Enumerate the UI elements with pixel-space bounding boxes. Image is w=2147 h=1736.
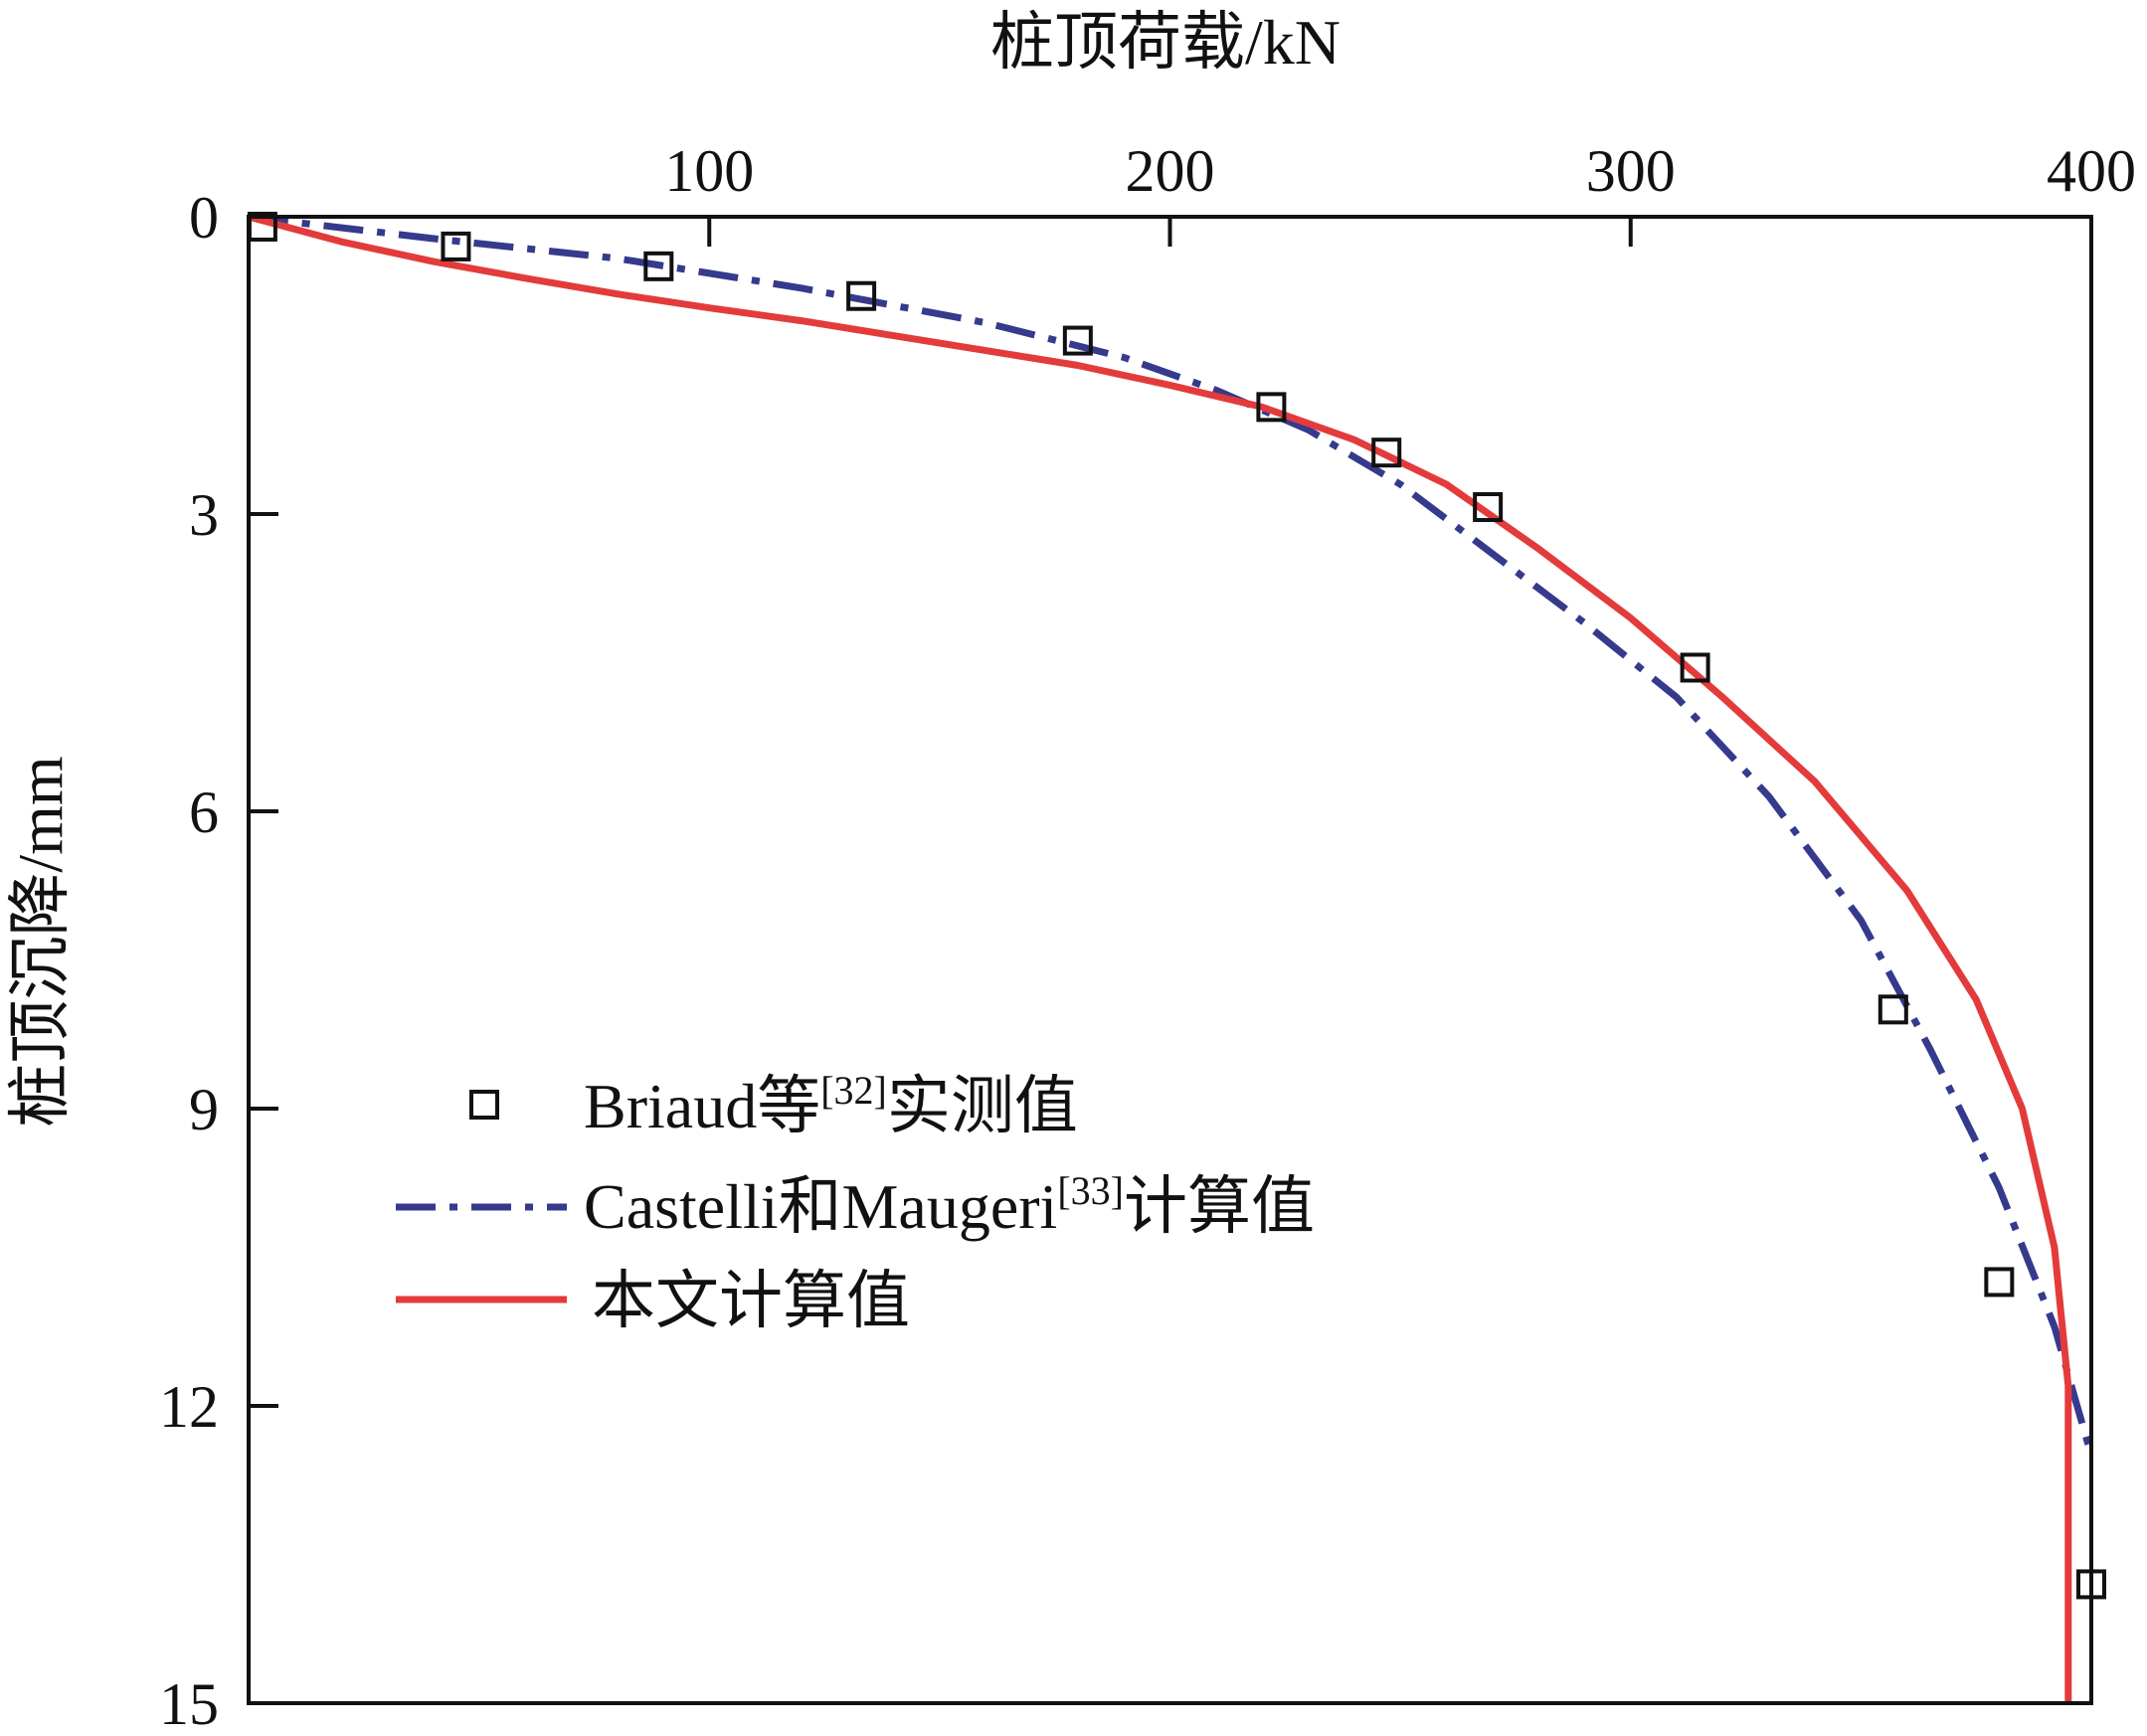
data-point-marker xyxy=(1256,392,1287,423)
legend-marker-measured xyxy=(469,1090,499,1120)
legend-label-measured: Briaud等[32]实测值 xyxy=(584,1068,1078,1141)
y-tick-label: 12 xyxy=(159,1374,219,1440)
data-point-marker xyxy=(1680,652,1710,683)
y-tick-label: 0 xyxy=(189,185,219,251)
legend-suffix: 实测值 xyxy=(887,1071,1078,1141)
data-point-marker xyxy=(1062,325,1093,356)
data-curves xyxy=(248,213,2095,1703)
data-point-marker xyxy=(846,280,877,311)
series-line-1 xyxy=(248,213,2095,1457)
plot-frame xyxy=(247,215,2093,1705)
y-tick-label: 9 xyxy=(189,1077,219,1142)
axis-ticks xyxy=(249,217,2093,1408)
data-point-marker xyxy=(643,251,674,281)
data-point-marker xyxy=(441,231,471,261)
x-tick-label: 100 xyxy=(664,138,754,204)
data-point-marker xyxy=(1878,994,1908,1025)
x-tick-label: 200 xyxy=(1126,138,1215,204)
legend-suffix: 计算值 xyxy=(1124,1171,1315,1242)
legend-ref: [32] xyxy=(820,1068,887,1113)
legend-label-castelli: Castelli和Maugeri[33]计算值 xyxy=(584,1168,1315,1242)
data-markers xyxy=(247,211,2106,1600)
y-tick-label: 3 xyxy=(189,482,219,548)
data-point-marker xyxy=(1371,437,1402,468)
data-point-marker xyxy=(1984,1267,2015,1298)
x-tick-label: 300 xyxy=(1586,138,1676,204)
legend-label-present: 本文计算值 xyxy=(592,1266,910,1336)
x-axis-title: 桩顶荷载/kN xyxy=(990,7,1341,78)
y-axis-title: 桩顶沉降/mm xyxy=(5,756,76,1127)
y-tick-label: 15 xyxy=(159,1671,219,1736)
series-line-2 xyxy=(248,213,2072,1703)
legend-name: Castelli和Maugeri xyxy=(584,1171,1057,1242)
legend-name: Briaud等 xyxy=(584,1071,820,1141)
data-point-marker xyxy=(1473,492,1504,523)
legend-ref: [33] xyxy=(1057,1168,1124,1213)
x-tick-label: 400 xyxy=(2047,138,2136,204)
legend: Briaud等[32]实测值 Castelli和Maugeri[33]计算值 本… xyxy=(396,1068,1315,1336)
y-tick-label: 6 xyxy=(189,780,219,845)
axis-tick-labels: 100 200 300 400 0 3 6 9 12 15 xyxy=(159,138,2136,1736)
